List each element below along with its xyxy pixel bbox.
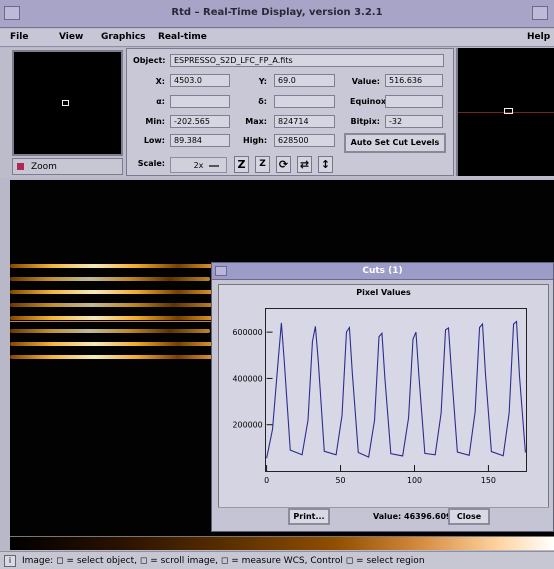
- y-label: Y:: [258, 77, 267, 86]
- min-label: Min:: [145, 117, 165, 126]
- flip-x-button[interactable]: ⇄: [297, 156, 312, 173]
- value-field: 516.636: [385, 74, 443, 87]
- flip-y-button[interactable]: ↕: [318, 156, 333, 173]
- menu-graphics[interactable]: Graphics: [101, 32, 146, 42]
- low-label: Low:: [143, 136, 165, 145]
- y-tick-label-600000: 600000: [233, 328, 263, 337]
- cut-line: [10, 321, 220, 322]
- menu-help[interactable]: Help: [527, 32, 551, 42]
- cuts-divider: [218, 507, 549, 508]
- close-button[interactable]: Close: [448, 508, 490, 525]
- y-tick-label-400000: 400000: [233, 374, 263, 383]
- alpha-field: [170, 95, 230, 108]
- bitpix-label: Bitpix:: [350, 117, 381, 126]
- x-tick-label-150: 150: [481, 476, 496, 485]
- bitpix-value: -32: [385, 115, 443, 128]
- cuts-title-bar: Cuts (1): [212, 263, 553, 280]
- alpha-label: α:: [156, 97, 165, 106]
- min-value: -202.565: [170, 115, 230, 128]
- x-tick-label-50: 50: [336, 476, 346, 485]
- window-minimize-button[interactable]: [532, 6, 548, 20]
- pixel-values-series-line: [266, 320, 526, 459]
- status-bar: i Image: ◻ = select object, ◻ = scroll i…: [0, 551, 554, 569]
- scale-select[interactable]: 2x: [170, 157, 227, 173]
- object-field: ESPRESSO_S2D_LFC_FP_A.fits: [170, 54, 444, 67]
- pan-preview[interactable]: [12, 50, 123, 156]
- zoom-bar[interactable]: Zoom: [12, 158, 123, 175]
- delta-label: δ:: [258, 97, 267, 106]
- equinox-field: [385, 95, 443, 108]
- max-label: Max:: [245, 117, 267, 126]
- thumbnail-trace-line: [458, 112, 554, 113]
- window-menu-button[interactable]: [4, 6, 20, 20]
- x-value: 4503.0: [170, 74, 230, 87]
- cursor-value-label: Value: 46396.609375: [373, 512, 469, 521]
- menu-view[interactable]: View: [59, 32, 84, 42]
- scale-value: 2x: [193, 161, 204, 170]
- zoom-out-button[interactable]: Z: [255, 156, 270, 173]
- x-tick-label-0: 0: [264, 476, 269, 485]
- x-label: X:: [155, 77, 165, 86]
- right-thumbnail[interactable]: [456, 48, 554, 176]
- scale-label: Scale:: [137, 159, 165, 168]
- pan-marker[interactable]: [62, 100, 69, 106]
- menu-file[interactable]: File: [10, 32, 29, 42]
- thumbnail-marker[interactable]: [504, 108, 513, 114]
- menu-bar: File View Graphics Real-time Help: [0, 29, 554, 47]
- cuts-title: Cuts (1): [362, 266, 403, 276]
- y-tick-label-200000: 200000: [233, 421, 263, 430]
- scale-dropdown-icon: [209, 165, 219, 167]
- window-title: Rtd – Real-Time Display, version 3.2.1: [171, 7, 383, 18]
- cuts-graph-frame: Pixel Values 200000 400000 600000 0 50 100 150…: [218, 284, 549, 521]
- value-label: Value:: [351, 77, 380, 86]
- pixel-values-chart: 200000 400000 600000 0 50 100 150: [233, 308, 527, 485]
- fringe-pattern: [10, 260, 220, 360]
- rotate-button[interactable]: ⟳: [276, 156, 291, 173]
- object-label: Object:: [133, 56, 166, 65]
- object-info-panel: Object: ESPRESSO_S2D_LFC_FP_A.fits X: 45…: [126, 48, 454, 176]
- equinox-label: Equinox:: [350, 97, 390, 106]
- color-scale-bar: [10, 536, 554, 550]
- low-value: 89.384: [170, 134, 230, 147]
- graph-title: Pixel Values: [356, 288, 411, 297]
- print-button[interactable]: Print...: [288, 508, 330, 525]
- zoom-toggle-icon[interactable]: [17, 163, 24, 170]
- high-value: 628500: [274, 134, 335, 147]
- info-icon: i: [4, 555, 16, 567]
- window-title-bar: Rtd – Real-Time Display, version 3.2.1: [0, 0, 554, 28]
- x-tick-label-100: 100: [407, 476, 422, 485]
- delta-field: [274, 95, 335, 108]
- zoom-label: Zoom: [31, 162, 57, 172]
- y-value: 69.0: [274, 74, 335, 87]
- high-label: High:: [243, 136, 268, 145]
- cuts-window: Cuts (1) Pixel Values 200000 400000 600000…: [211, 262, 554, 532]
- cuts-window-menu-button[interactable]: [215, 266, 227, 276]
- menu-real-time[interactable]: Real-time: [158, 32, 207, 42]
- auto-set-cut-levels-button[interactable]: Auto Set Cut Levels: [344, 133, 446, 153]
- status-message: Image: ◻ = select object, ◻ = scroll ima…: [22, 556, 425, 566]
- zoom-in-button[interactable]: Z: [234, 156, 249, 173]
- max-value: 824714: [274, 115, 335, 128]
